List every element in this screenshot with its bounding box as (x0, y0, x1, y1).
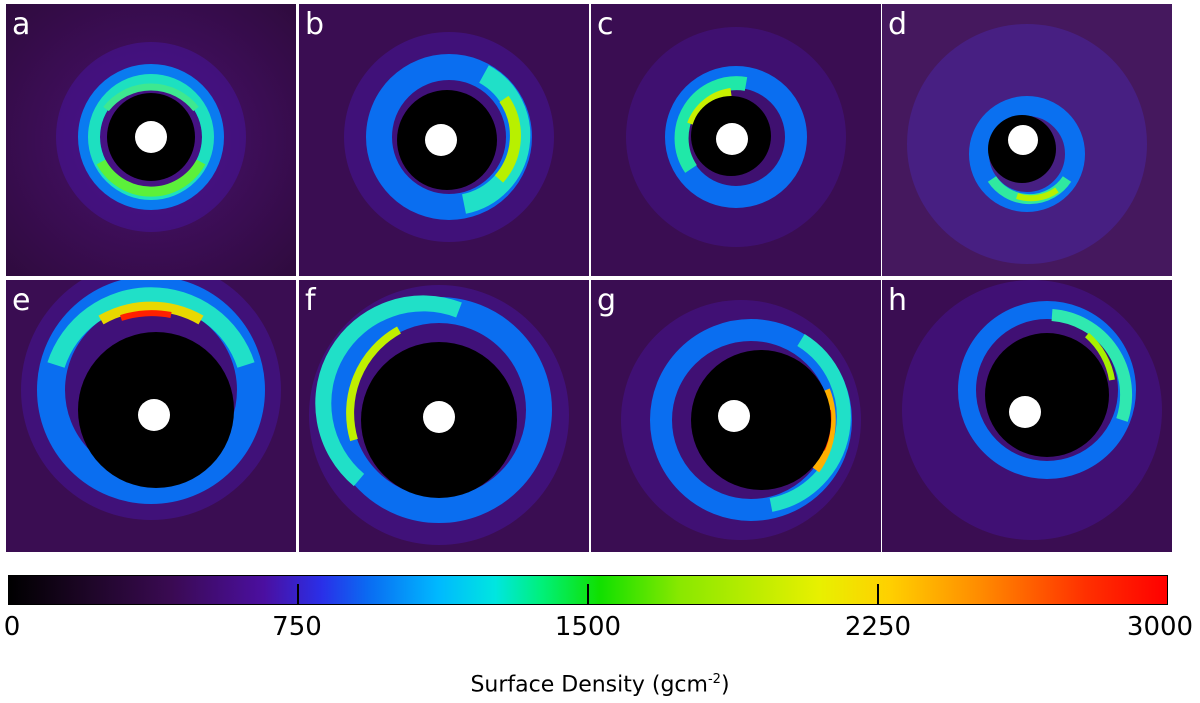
colorbar-tick-label-0: 0 (3, 612, 21, 642)
disk-image-f (299, 280, 589, 552)
colorbar-title-suffix: ) (720, 672, 730, 698)
panel-e: e (6, 280, 296, 552)
panel-letter: b (305, 7, 325, 42)
colorbar-title-text: Surface Density (gcm (470, 672, 708, 698)
panel-d: d (882, 4, 1172, 276)
panel-letter: a (12, 7, 31, 42)
panel-h: h (882, 280, 1172, 552)
disk-image-b (299, 4, 589, 276)
disk-image-e (6, 280, 296, 552)
panel-letter: g (597, 283, 617, 318)
colorbar-tick-label-2250: 2250 (844, 612, 912, 642)
panel-g: g (591, 280, 881, 552)
panel-letter: e (12, 283, 31, 318)
panel-letter: d (888, 7, 908, 42)
colorbar-tick-label-750: 750 (272, 612, 322, 642)
panel-letter: h (888, 283, 908, 318)
disk-image-c (591, 4, 881, 276)
colorbar-tick (877, 584, 879, 604)
panel-letter: f (305, 283, 316, 318)
colorbar (8, 575, 1168, 605)
disk-image-a (6, 4, 296, 276)
colorbar-title: Surface Density (gcm-2) (0, 672, 1200, 697)
panel-c: c (591, 4, 881, 276)
panel-b: b (299, 4, 589, 276)
colorbar-tick (587, 584, 589, 604)
panel-a: a (6, 4, 296, 276)
disk-image-h (882, 280, 1172, 552)
panel-letter: c (597, 7, 614, 42)
colorbar-title-exponent: -2 (707, 672, 721, 687)
colorbar-tick-label-1500: 1500 (554, 612, 622, 642)
disk-image-g (591, 280, 881, 552)
panel-f: f (299, 280, 589, 552)
disk-image-d (882, 4, 1172, 276)
colorbar-tick (297, 584, 299, 604)
colorbar-tick-label-3000: 3000 (1126, 612, 1194, 642)
